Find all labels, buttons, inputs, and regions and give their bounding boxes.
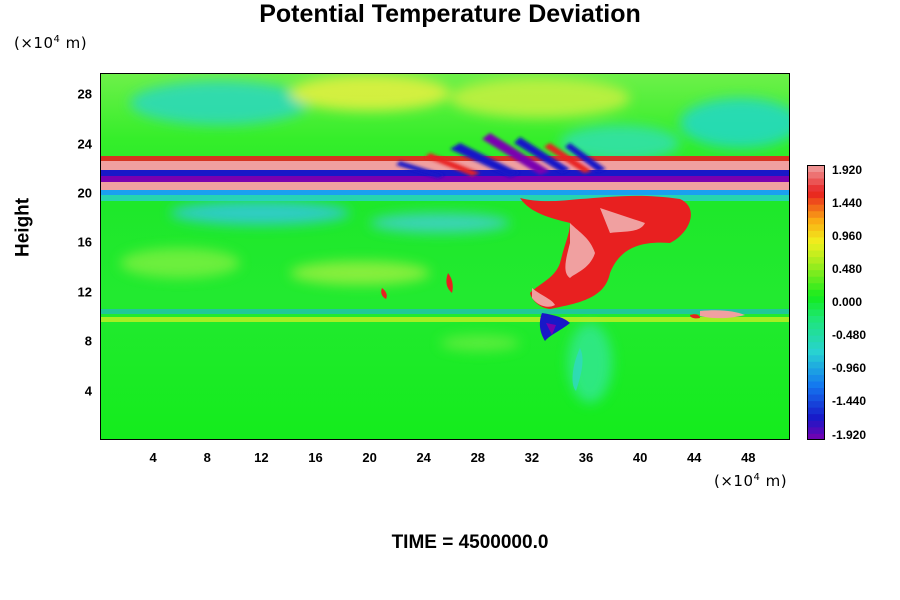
colorbar-frame [807, 165, 825, 440]
x-tick-label: 40 [632, 450, 648, 465]
colorbar-swatch [807, 394, 825, 402]
x-tick-label: 28 [470, 450, 486, 465]
colorbar-tick-label: -0.960 [832, 361, 867, 375]
colorbar-swatch [807, 354, 825, 362]
x-tick-label: 4 [149, 450, 157, 465]
colorbar-swatch [807, 243, 825, 251]
y-tick-label: 8 [84, 333, 92, 349]
colorbar-swatch [807, 197, 825, 205]
convective-plume [381, 195, 745, 391]
y-tick-label: 20 [77, 185, 92, 201]
x-tick-label: 16 [308, 450, 323, 465]
colorbar-swatch [807, 289, 825, 297]
time-label: TIME = 4500000.0 [391, 532, 549, 553]
colorbar-swatch [807, 433, 825, 440]
colorbar [807, 165, 825, 440]
colorbar-swatch [807, 348, 825, 356]
colorbar-swatch [807, 400, 825, 408]
colorbar-tick-label: 0.960 [832, 229, 863, 243]
colorbar-swatch [807, 381, 825, 389]
y-unit-prefix: (×10 [14, 34, 54, 52]
heatmap-plot [100, 73, 790, 440]
colorbar-swatch [807, 204, 825, 212]
colorbar-swatch [807, 263, 825, 271]
colorbar-swatch [807, 282, 825, 290]
colorbar-swatch [807, 184, 825, 192]
colorbar-swatch [807, 413, 825, 421]
x-tick-label: 8 [203, 450, 211, 465]
x-tick-label: 36 [578, 450, 594, 465]
colorbar-swatch [807, 171, 825, 179]
y-unit-suffix: m) [60, 34, 88, 52]
x-unit-prefix: (×10 [714, 472, 754, 490]
colorbar-swatch [807, 165, 825, 172]
colorbar-tick-label: -1.440 [832, 394, 867, 408]
colorbar-tick-label: -1.920 [832, 428, 867, 442]
y-axis-unit: (×104 m) [14, 34, 87, 52]
colorbar-swatch [807, 322, 825, 330]
colorbar-swatch [807, 230, 825, 238]
x-tick-label: 48 [741, 450, 756, 465]
colorbar-tick-label: 0.480 [832, 262, 863, 276]
colorbar-swatch [807, 387, 825, 395]
x-tick-label: 12 [254, 450, 269, 465]
x-tick-label: 20 [362, 450, 377, 465]
colorbar-swatch [807, 178, 825, 186]
colorbar-tick-label: 1.920 [832, 163, 863, 177]
colorbar-swatch [807, 328, 825, 336]
colorbar-swatch [807, 223, 825, 231]
colorbar-swatch [807, 250, 825, 258]
colorbar-swatch [807, 276, 825, 284]
colorbar-swatch [807, 361, 825, 369]
plot-frame [100, 73, 790, 440]
x-tick-label: 32 [524, 450, 540, 465]
colorbar-swatch [807, 302, 825, 310]
colorbar-tick-label: -0.480 [832, 328, 867, 342]
y-tick-label: 28 [77, 86, 92, 102]
y-unit-exponent: 4 [53, 34, 61, 45]
y-axis-label: Height [12, 197, 34, 257]
chart-title: Potential Temperature Deviation [259, 0, 641, 28]
colorbar-swatch [807, 341, 825, 349]
y-tick-label: 24 [77, 136, 92, 151]
x-tick-label: 24 [416, 450, 431, 465]
colorbar-swatch [807, 210, 825, 218]
x-tick-label: 44 [686, 450, 702, 465]
colorbar-swatch [807, 374, 825, 382]
colorbar-tick-label: 0.000 [832, 295, 863, 309]
colorbar-swatch [807, 407, 825, 415]
gravity-waves [396, 133, 606, 178]
colorbar-swatch [807, 295, 825, 303]
colorbar-tick-label: 1.440 [832, 196, 863, 210]
field-background [100, 73, 790, 440]
y-tick-label: 4 [84, 383, 92, 399]
colorbar-swatch [807, 367, 825, 375]
colorbar-swatch [807, 420, 825, 428]
colorbar-swatch [807, 309, 825, 316]
colorbar-swatch [807, 335, 825, 343]
colorbar-swatch [807, 191, 825, 199]
x-unit-suffix: m) [760, 472, 788, 490]
y-tick-label: 16 [77, 234, 92, 250]
colorbar-swatch [807, 256, 825, 264]
x-unit-exponent: 4 [753, 472, 761, 483]
colorbar-swatch [807, 217, 825, 225]
colorbar-swatch [807, 269, 825, 277]
x-axis-unit: (×104 m) [714, 472, 787, 490]
colorbar-swatch [807, 315, 825, 323]
colorbar-swatch [807, 237, 825, 244]
y-tick-label: 12 [77, 284, 92, 300]
colorbar-swatch [807, 426, 825, 434]
